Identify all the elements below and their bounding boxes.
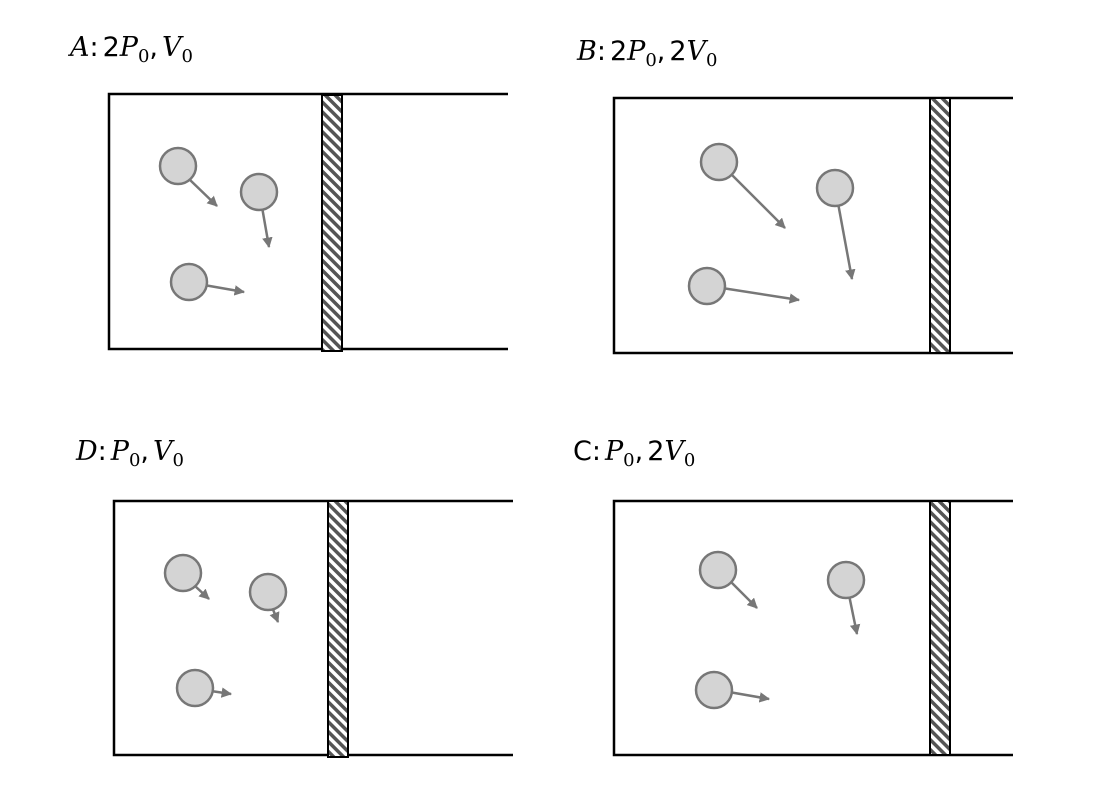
- label-p-sub: 0: [128, 450, 141, 471]
- piston-b: [929, 97, 951, 354]
- label-v-coef: 2: [647, 436, 665, 467]
- label-v-sub: 0: [683, 450, 696, 471]
- cylinder-a-outline: [107, 92, 508, 351]
- panel-a-label: A: 2P0, V0: [70, 34, 193, 66]
- label-v-sym: V: [664, 436, 684, 467]
- label-v-sym: V: [162, 32, 182, 63]
- piston-d: [327, 500, 349, 758]
- gas-particle: [694, 670, 734, 710]
- panel-c-container: [612, 499, 1013, 757]
- label-p-sub: 0: [623, 450, 635, 471]
- particle-c-2: [826, 560, 866, 636]
- label-p-sym: P: [604, 436, 624, 467]
- panel-d-container: [112, 499, 513, 758]
- label-p-coef: 2: [102, 32, 120, 63]
- label-v-sub: 0: [706, 50, 718, 71]
- gas-particle: [239, 172, 279, 212]
- label-sep: :: [89, 32, 99, 63]
- label-p-sym: P: [119, 32, 138, 63]
- particle-c-1: [698, 550, 758, 609]
- gas-particle: [826, 560, 866, 600]
- particle-d-1: [163, 553, 210, 600]
- cylinder-d-outline: [112, 499, 513, 757]
- panel-b-label: B: 2P0, 2V0: [577, 38, 718, 70]
- gas-particle: [698, 550, 738, 590]
- particle-c-3: [694, 670, 771, 710]
- label-p-sub: 0: [645, 50, 657, 71]
- label-v-sym: V: [686, 36, 707, 67]
- piston-c: [929, 500, 951, 756]
- piston-a: [321, 94, 343, 352]
- cylinder-b-outline: [612, 96, 1013, 355]
- velocity-arrow: [729, 580, 758, 609]
- gas-particle: [163, 553, 203, 593]
- cylinder-c-outline: [612, 499, 1013, 757]
- velocity-arrow: [188, 178, 218, 207]
- label-comma: ,: [149, 32, 159, 63]
- label-sep: :: [97, 436, 107, 467]
- velocity-arrow: [728, 690, 771, 703]
- label-comma: ,: [140, 436, 149, 467]
- velocity-arrow: [260, 206, 273, 249]
- label-p-sym: P: [627, 36, 646, 67]
- label-v-sub: 0: [181, 46, 193, 67]
- label-p-sub: 0: [137, 46, 150, 67]
- panel-c-label: C: P0, 2V0: [573, 438, 695, 470]
- label-letter: B: [577, 36, 597, 67]
- label-letter: D: [76, 436, 98, 467]
- label-p-sym: P: [110, 436, 129, 467]
- velocity-arrow: [210, 687, 233, 698]
- velocity-arrow: [194, 585, 210, 600]
- particle-b-2: [815, 168, 856, 281]
- velocity-arrow: [203, 283, 246, 296]
- label-v-sym: V: [152, 436, 173, 467]
- panel-d-label: D: P0, V0: [76, 438, 184, 470]
- label-v-coef: 2: [669, 36, 687, 67]
- panel-a-container: [107, 92, 508, 352]
- label-sep: :: [591, 436, 601, 467]
- velocity-arrow: [729, 172, 786, 229]
- particle-d-3: [175, 668, 233, 708]
- label-comma: ,: [634, 436, 644, 467]
- panel-b-container: [612, 96, 1013, 355]
- particle-a-3: [169, 262, 246, 302]
- velocity-arrow: [836, 202, 856, 281]
- gas-particle: [687, 266, 727, 306]
- label-letter: C: [573, 436, 592, 467]
- label-comma: ,: [656, 36, 666, 67]
- gas-particle: [699, 142, 739, 182]
- gas-particle: [169, 262, 209, 302]
- gas-particle: [815, 168, 855, 208]
- label-sep: :: [596, 36, 606, 67]
- gas-particle: [248, 572, 288, 612]
- particle-a-2: [239, 172, 279, 249]
- particle-a-1: [158, 146, 218, 207]
- particle-b-1: [699, 142, 786, 229]
- label-v-sub: 0: [172, 450, 184, 471]
- gas-particle: [158, 146, 198, 186]
- label-letter: A: [70, 32, 90, 63]
- velocity-arrow: [721, 286, 801, 304]
- velocity-arrow: [847, 594, 861, 636]
- label-p-coef: 2: [609, 36, 628, 67]
- particle-b-3: [687, 266, 801, 306]
- gas-particle: [175, 668, 215, 708]
- particle-d-2: [248, 572, 288, 623]
